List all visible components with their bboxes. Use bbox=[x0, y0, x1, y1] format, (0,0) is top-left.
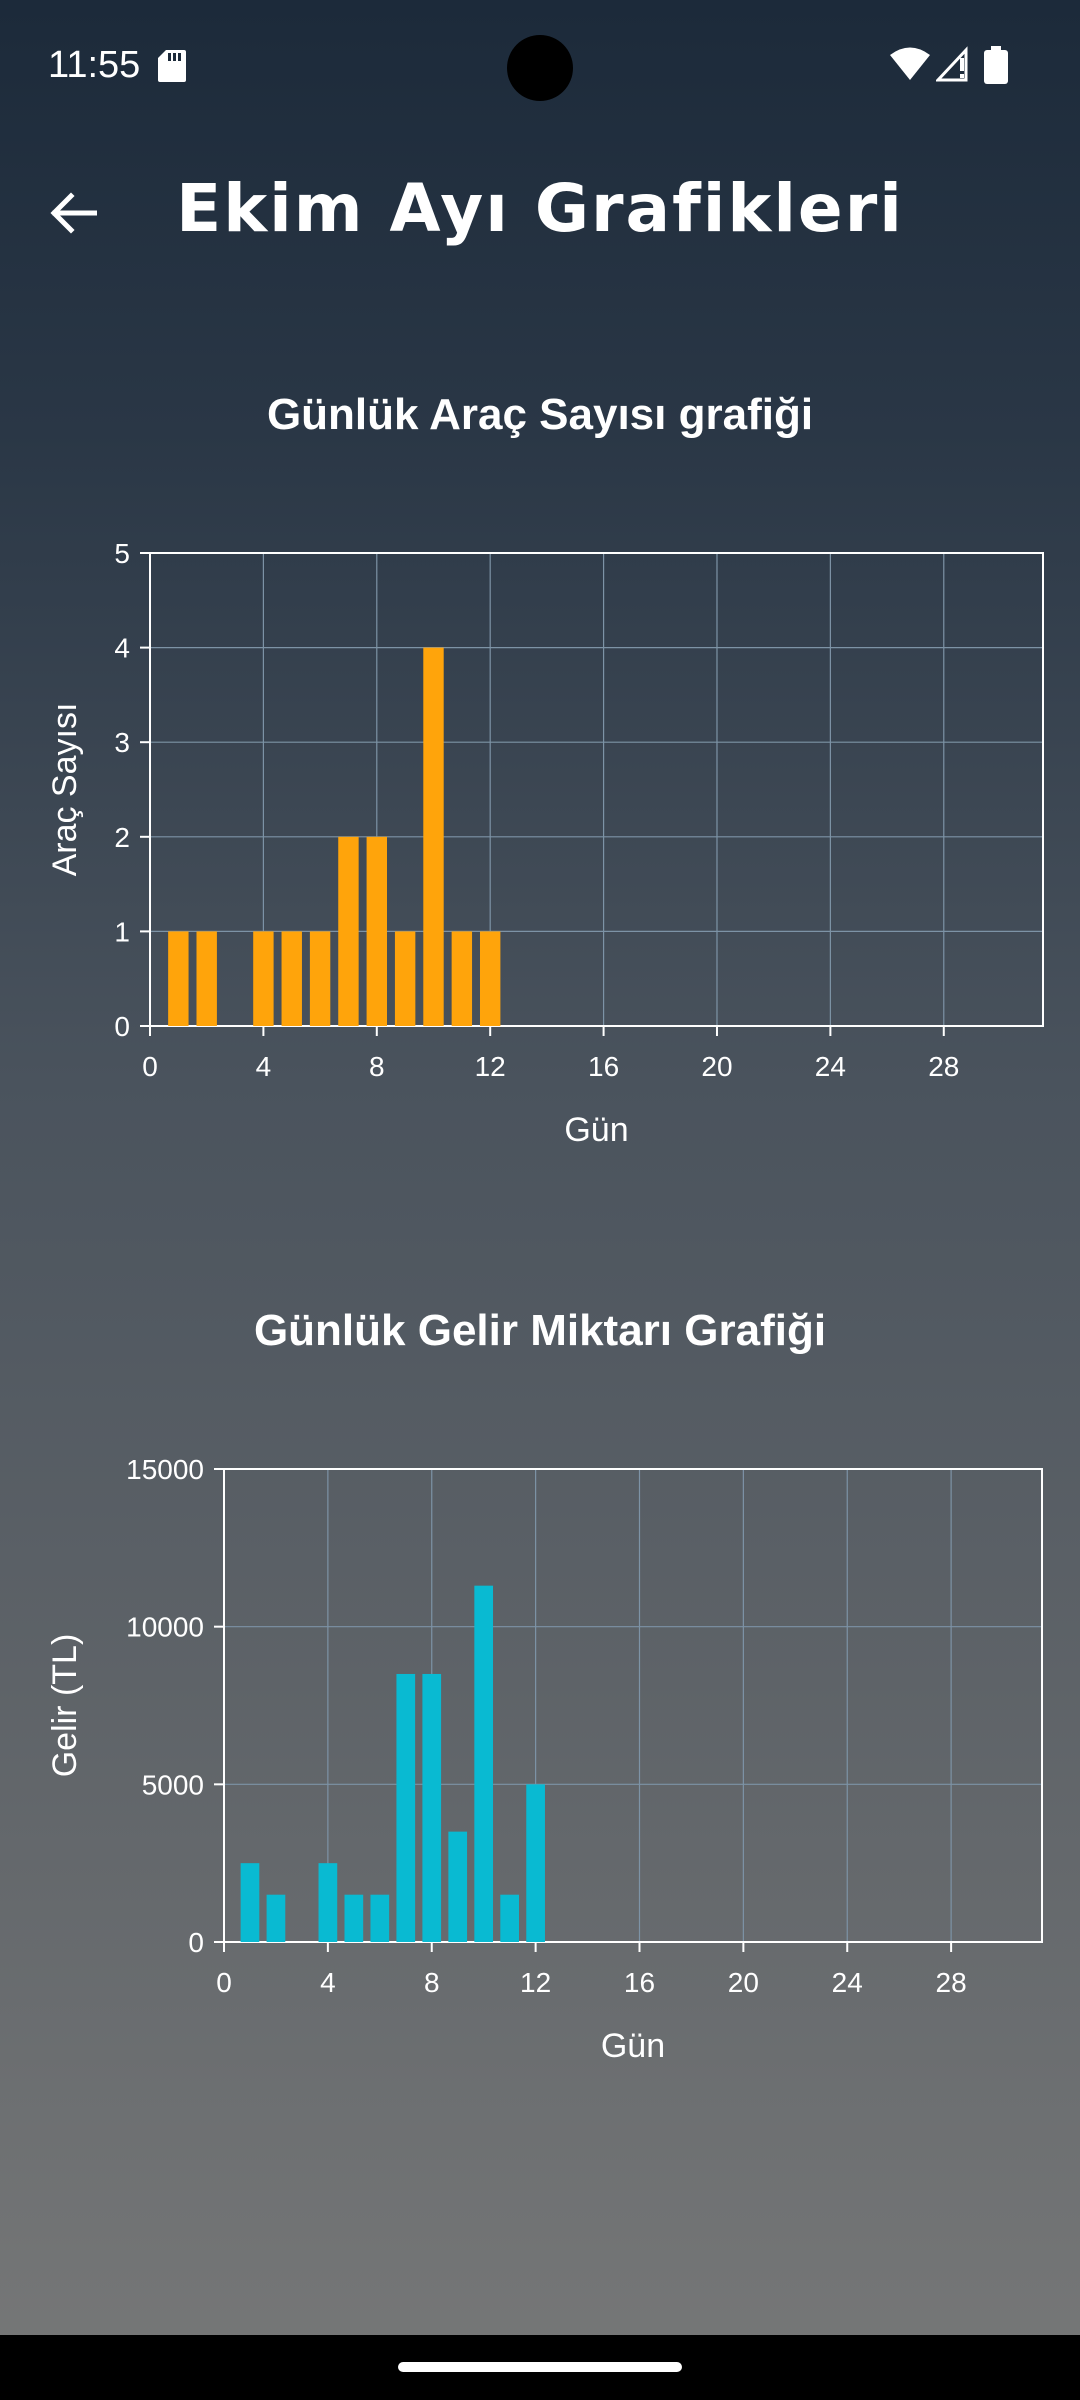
bar-day-12 bbox=[526, 1784, 545, 1942]
bar-day-11 bbox=[500, 1894, 519, 1942]
bar-day-2 bbox=[196, 931, 217, 1026]
bar-day-7 bbox=[396, 1673, 416, 1942]
chart-title-income: Günlük Gelir Miktarı Grafiği bbox=[253, 1306, 827, 1355]
sd-card-icon bbox=[158, 50, 186, 82]
y-axis-label: Araç Sayısı bbox=[46, 703, 84, 877]
y-tick-label: 2 bbox=[114, 822, 130, 853]
x-tick-label: 20 bbox=[728, 1967, 759, 1998]
x-tick-label: 12 bbox=[475, 1051, 506, 1082]
bar-day-1 bbox=[240, 1863, 260, 1942]
app-bar: Ekim Ayı Grafikleri bbox=[0, 160, 1080, 250]
x-tick-label: 4 bbox=[320, 1967, 336, 1998]
x-tick-label: 0 bbox=[216, 1967, 232, 1998]
y-tick-label: 3 bbox=[114, 727, 130, 758]
back-button[interactable] bbox=[40, 180, 106, 246]
x-tick-label: 0 bbox=[142, 1051, 158, 1082]
bar-day-12 bbox=[479, 931, 501, 1026]
x-tick-label: 24 bbox=[832, 1967, 863, 1998]
bar-day-11 bbox=[451, 931, 473, 1026]
status-bar: 11:55 bbox=[0, 0, 1080, 132]
x-tick-label: 8 bbox=[369, 1051, 385, 1082]
arrow-back-icon bbox=[50, 192, 97, 234]
battery-icon bbox=[984, 46, 1008, 84]
x-tick-label: 16 bbox=[588, 1051, 619, 1082]
x-tick-label: 12 bbox=[520, 1967, 551, 1998]
x-tick-label: 28 bbox=[936, 1967, 967, 1998]
bar-day-1 bbox=[168, 931, 189, 1026]
bar-day-6 bbox=[309, 931, 331, 1026]
signal-icon bbox=[936, 46, 968, 82]
y-tick-label: 0 bbox=[114, 1011, 130, 1042]
x-tick-label: 8 bbox=[424, 1967, 440, 1998]
x-axis-label: Gün bbox=[564, 1111, 628, 1149]
y-tick-label: 10000 bbox=[126, 1612, 204, 1643]
bar-day-2 bbox=[266, 1894, 286, 1942]
y-tick-label: 1 bbox=[114, 916, 130, 947]
bar-day-4 bbox=[318, 1863, 338, 1942]
wifi-icon bbox=[890, 47, 930, 80]
y-tick-label: 4 bbox=[114, 633, 130, 664]
plot-frame bbox=[149, 552, 1044, 1027]
y-tick-label: 5 bbox=[114, 538, 130, 569]
y-tick-label: 15000 bbox=[126, 1454, 204, 1485]
x-tick-label: 20 bbox=[701, 1051, 732, 1082]
x-axis-label: Gün bbox=[601, 2027, 665, 2065]
x-tick-label: 4 bbox=[256, 1051, 272, 1082]
bar-day-9 bbox=[394, 931, 416, 1026]
bar-day-7 bbox=[338, 836, 359, 1026]
chart-title-vehicle-count: Günlük Araç Sayısı grafiği bbox=[266, 390, 814, 439]
camera-cutout bbox=[507, 35, 573, 101]
bar-day-10 bbox=[423, 647, 444, 1026]
bar-day-6 bbox=[370, 1894, 390, 1942]
status-time: 11:55 bbox=[48, 44, 141, 86]
bar-day-5 bbox=[344, 1894, 364, 1942]
y-tick-label: 5000 bbox=[142, 1769, 204, 1800]
bar-day-10 bbox=[474, 1585, 494, 1942]
home-indicator[interactable] bbox=[398, 2362, 682, 2372]
income-chart: 0 4 8 12 16 20 24 28 0 5000 10000 15000 Gün Gelir (TL… bbox=[46, 1454, 1043, 2065]
bar-day-5 bbox=[281, 931, 302, 1026]
y-tick-label: 0 bbox=[188, 1927, 204, 1958]
bar-day-4 bbox=[253, 931, 274, 1026]
x-tick-label: 28 bbox=[928, 1051, 959, 1082]
page-title: Ekim Ayı Grafikleri bbox=[176, 170, 904, 247]
bar-day-9 bbox=[448, 1831, 468, 1942]
y-axis-label: Gelir (TL) bbox=[46, 1634, 84, 1778]
bar-day-8 bbox=[422, 1673, 442, 1942]
plot-frame bbox=[223, 1468, 1043, 1943]
x-tick-label: 24 bbox=[815, 1051, 846, 1082]
x-tick-label: 16 bbox=[624, 1967, 655, 1998]
bar-day-8 bbox=[366, 836, 387, 1026]
